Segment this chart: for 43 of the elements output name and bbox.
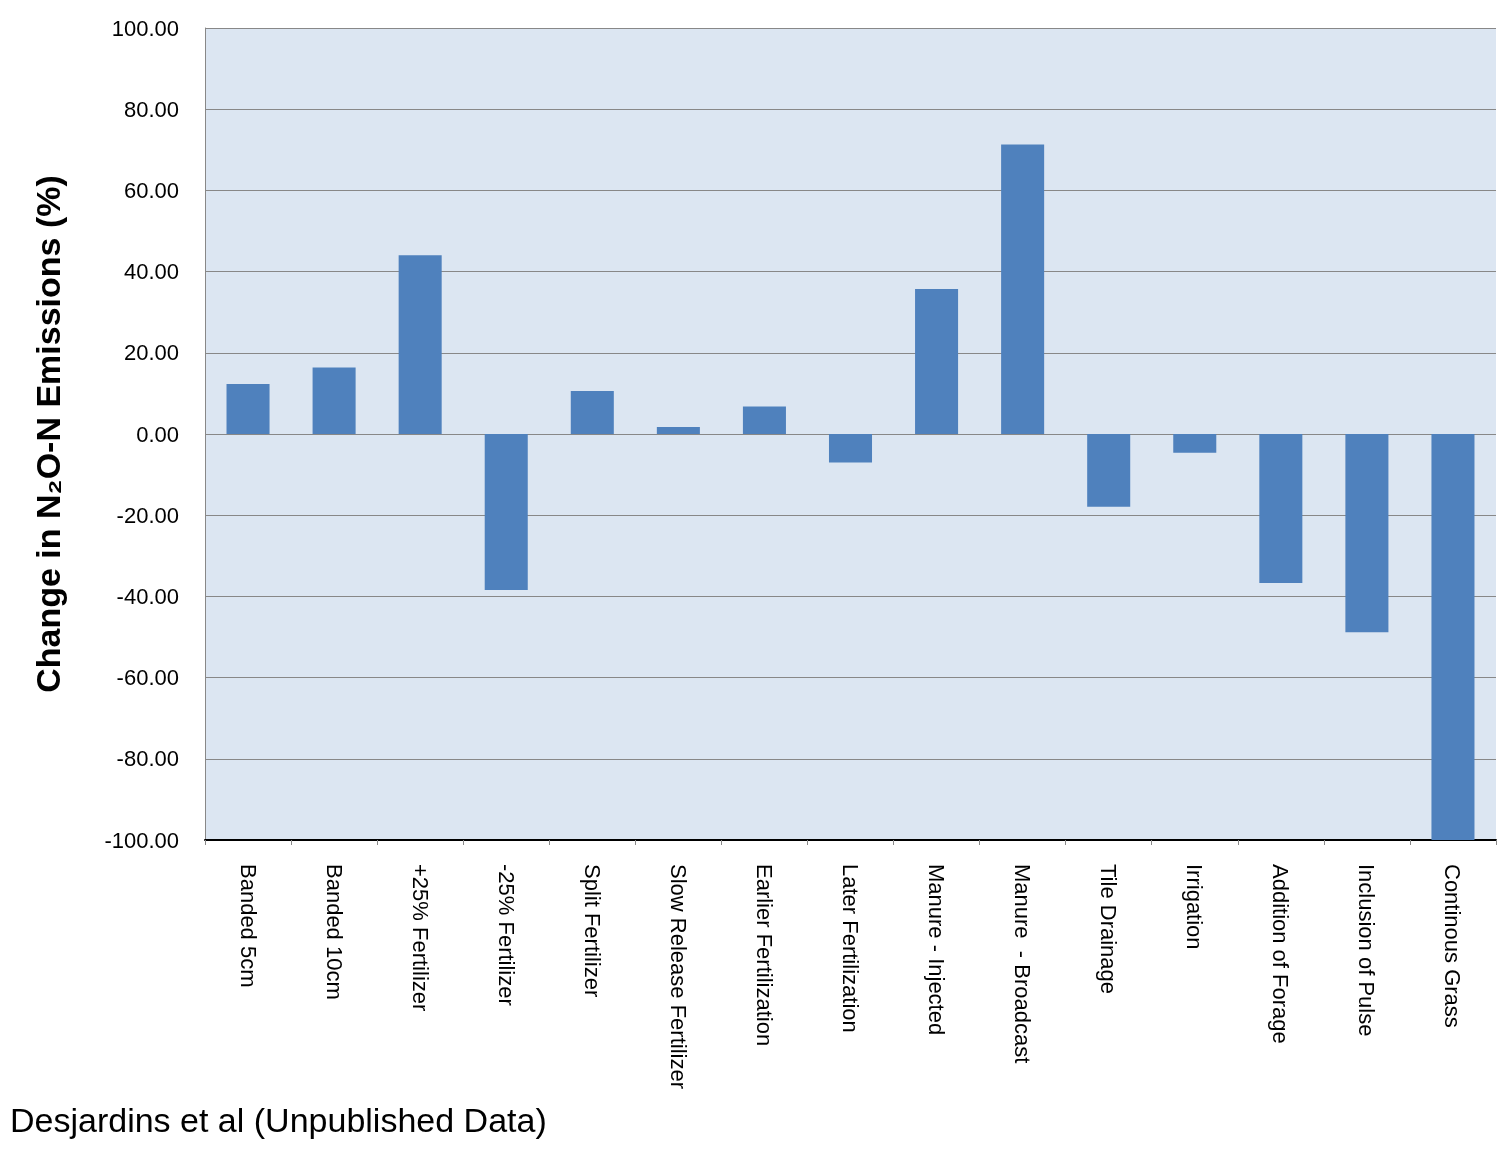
text: Desjardins et al (Unpublished Data) <box>10 1101 547 1139</box>
y-tick-label: 80.00 <box>123 96 179 122</box>
x-tick-label: Earlier Fertilization <box>751 864 777 1047</box>
x-tick-label: -25% Fertilizer <box>493 864 519 1006</box>
y-tick-label: -60.00 <box>116 665 179 691</box>
y-tick-label: 100.00 <box>111 15 179 41</box>
y-tick-label: -40.00 <box>116 583 179 609</box>
x-tick-label: Irrigation <box>1182 864 1208 950</box>
x-tick-label: Slow Release Fertilizer <box>665 864 691 1089</box>
y-tick-label: -100.00 <box>104 827 179 853</box>
bar <box>656 427 700 434</box>
y-tick-label: 0.00 <box>136 421 179 447</box>
bar <box>1087 434 1131 507</box>
bar <box>1173 434 1217 453</box>
x-tick-label: Banded 10cm <box>321 864 347 1000</box>
y-axis-title: Change in N₂O-N Emissions (%) <box>29 175 67 693</box>
x-tick-label: Continous Grass <box>1440 864 1466 1028</box>
bar <box>1431 434 1475 840</box>
x-tick-label: Addition of Forage <box>1268 864 1294 1044</box>
bar <box>226 384 270 434</box>
bar <box>828 434 873 463</box>
bar <box>1259 434 1303 583</box>
bar <box>742 406 786 434</box>
bar <box>398 255 442 434</box>
bar <box>312 367 356 434</box>
y-tick-label: -80.00 <box>116 746 179 772</box>
x-tick-label: Split Fertilizer <box>579 864 605 998</box>
x-tick-label: +25% Fertilizer <box>407 864 433 1012</box>
bar <box>1345 434 1389 633</box>
x-tick-label: Manure - Broadcast <box>1010 864 1036 1064</box>
x-tick-label: Later Fertilization <box>838 864 863 1033</box>
y-tick-label: -20.00 <box>116 502 179 528</box>
bar <box>1001 144 1045 434</box>
y-tick-label: 60.00 <box>123 177 179 203</box>
bar <box>915 289 959 434</box>
bar <box>484 434 528 590</box>
x-tick-label: Inclusion of Pulse <box>1354 864 1380 1037</box>
x-tick-label: Banded 5cm <box>235 864 261 988</box>
y-tick-label: 40.00 <box>123 259 179 285</box>
y-tick-label: 20.00 <box>123 340 179 366</box>
x-tick-label: Manure - Injected <box>924 864 950 1036</box>
bar <box>570 390 614 434</box>
x-tick-label: Tile Drainage <box>1096 864 1122 995</box>
